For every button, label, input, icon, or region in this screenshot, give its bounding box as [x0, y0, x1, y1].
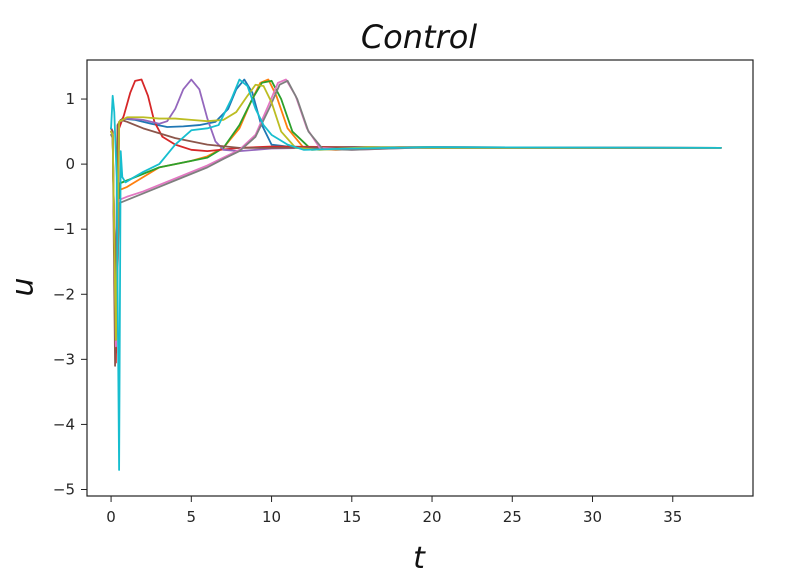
series-line-3 — [110, 79, 722, 354]
x-tick-label: 15 — [342, 508, 361, 526]
x-tick-label: 30 — [583, 508, 602, 526]
y-tick-label: −4 — [53, 415, 75, 433]
y-tick-label: 1 — [65, 90, 75, 108]
x-tick-label: 0 — [106, 508, 116, 526]
x-axis-ticks: 0 5 10 15 20 25 30 35 — [106, 496, 682, 526]
series-line-10 — [110, 78, 722, 471]
y-tick-label: −1 — [53, 220, 75, 238]
y-tick-label: −3 — [53, 350, 75, 368]
y-tick-label: −5 — [53, 480, 75, 498]
x-tick-label: 35 — [663, 508, 682, 526]
series-line-8 — [110, 79, 722, 341]
y-axis-ticks: 1 0 −1 −2 −3 −4 −5 — [53, 90, 87, 498]
plot-frame — [86, 59, 754, 497]
y-axis-title: u — [6, 277, 41, 296]
x-tick-label: 20 — [422, 508, 441, 526]
x-axis-title: t — [413, 541, 426, 576]
series-layer — [110, 78, 722, 471]
y-tick-label: −2 — [53, 285, 75, 303]
chart-title: Control — [361, 18, 477, 56]
x-tick-label: 25 — [503, 508, 522, 526]
x-tick-label: 10 — [262, 508, 281, 526]
x-tick-label: 5 — [187, 508, 197, 526]
y-tick-label: 0 — [65, 155, 75, 173]
